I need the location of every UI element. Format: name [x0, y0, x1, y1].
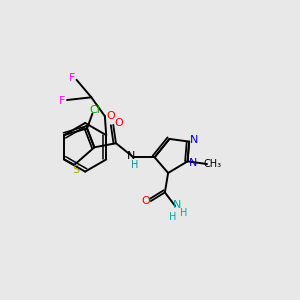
Text: S: S — [72, 165, 79, 175]
Text: H: H — [180, 208, 187, 218]
Text: CH₃: CH₃ — [204, 159, 222, 169]
Text: H: H — [131, 160, 139, 170]
Text: O: O — [106, 111, 115, 121]
Text: F: F — [68, 74, 75, 83]
Text: H: H — [169, 212, 176, 222]
Text: N: N — [189, 158, 198, 168]
Text: Cl: Cl — [90, 105, 101, 115]
Text: N: N — [173, 200, 182, 210]
Text: N: N — [127, 152, 136, 161]
Text: O: O — [114, 118, 123, 128]
Text: N: N — [190, 135, 198, 145]
Text: O: O — [142, 196, 150, 206]
Text: F: F — [59, 96, 65, 106]
